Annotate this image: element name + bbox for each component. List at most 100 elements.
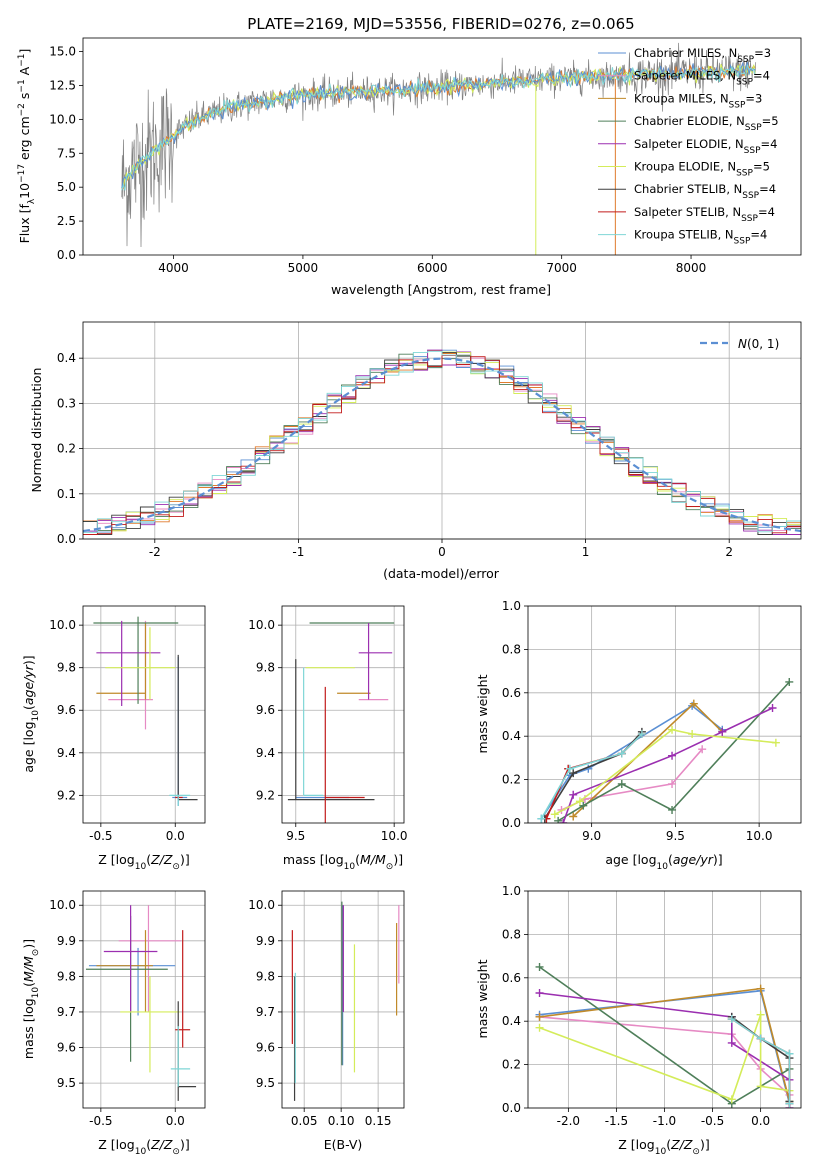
y-tick-label: 10.0 [49,618,76,632]
plot-area-weight_vs_age [537,677,794,823]
weight-marker-kroupa_elodie [550,810,559,819]
errorbar-kroupa_elodie [105,627,176,700]
spectrum-model-orange_model [121,63,756,189]
weight-marker-chabrier_elodie [535,962,544,971]
histogram-salpeter_stelib [83,354,801,535]
weight-marker-kroupa_elodie [668,725,677,734]
legend-label-kroupa_miles: Kroupa MILES, NSSP=3 [634,91,762,110]
weight-marker-salpeter_elodie [718,727,727,736]
x-tick-label: -0.5 [701,1114,724,1128]
spectrum-legend: Chabrier MILES, NSSP=3 Salpeter MILES, NS… [598,46,779,247]
y-tick-label: 0.0 [502,1101,521,1115]
histogram-kroupa_stelib [83,350,801,534]
y-tick-label: 9.5 [57,1076,76,1090]
y-tick-label: 0.2 [502,773,521,787]
ticks-mass_vs_Z: -0.5 0.0 9.5 9.6 9.7 9.8 9.9 10.0 [49,898,185,1128]
plot-area-weight_vs_Z [535,962,794,1108]
x-tick-label: -0.5 [89,829,112,843]
y-tick-label: 0.8 [502,927,521,941]
residual-legend: N(0, 1) [700,337,779,351]
legend-label-normal: N(0, 1) [738,337,779,351]
weight-marker-kroupa_elodie [727,1095,736,1104]
y-tick-label: 12.5 [49,78,76,92]
y-tick-label: 0.0 [57,532,76,546]
legend-label-chabrier_elodie: Chabrier ELODIE, NSSP=5 [634,114,779,133]
axes-frame-mass_vs_Z [82,890,206,1109]
x-tick-label: 4000 [158,261,189,275]
x-tick-label: 0.05 [291,1114,318,1128]
weight-marker-chabrier_stelib [569,769,578,778]
errorbar-salpeter_stelib [175,930,191,1048]
weight-marker-salpeter_elodie [727,1038,736,1047]
weight-marker-kroupa_stelib [565,764,574,773]
weight-marker-kroupa_miles [689,699,698,708]
weight-line-chabrier_elodie [557,681,790,822]
y-tick-label: 10.0 [49,112,76,126]
plot-area-mass_vs_EBV [291,901,400,1101]
x-axis-label: (data-model)/error [383,566,500,581]
plot-area-residuals [83,349,801,535]
axes-frame-residuals [82,321,802,540]
y-axis-label: mass weight [475,959,490,1038]
y-tick-label: 15.0 [49,45,76,59]
weight-marker-kroupa_stelib [785,1049,794,1058]
errorbar-salpeter_stelib [324,686,365,823]
weight-marker-kroupa_elodie [575,797,584,806]
x-axis-label: Z [log10(Z/Z⊙)] [98,1137,189,1157]
x-tick-label: -1.5 [605,1114,628,1128]
x-tick-label: 1 [582,545,590,559]
axes-frame-age_vs_mass [281,605,405,824]
y-tick-label: 0.0 [502,816,521,830]
plot-area-mass_vs_Z [85,905,197,1101]
y-axis-label: mass weight [475,674,490,753]
weight-marker-kroupa_miles [569,812,578,821]
weight-marker-kroupa_miles [535,1012,544,1021]
axes-age_vs_Z: -0.5 0.0 9.2 9.4 9.6 9.8 10.0 Z [log10(Z/Z⊙)] ag… [21,605,206,872]
y-tick-label: 2.5 [57,214,76,228]
errorbar-salpeter_elodie [358,623,393,700]
y-tick-label: 0.8 [502,642,521,656]
weight-marker-salpeter_elodie [569,790,578,799]
errorbar-chabrier_miles [88,947,176,1016]
axes-frame-age_vs_Z [82,605,206,824]
legend-label-salpeter_miles: Salpeter MILES, NSSP=4 [634,69,770,88]
spectrum-model-kroupa_stelib [121,64,756,191]
weight-marker-salpeter_miles [668,779,677,788]
y-tick-label: 0.2 [57,442,76,456]
y-tick-label: 9.8 [256,969,275,983]
y-tick-label: 1.0 [502,884,521,898]
axes-age_vs_mass: 9.5 10.0 9.2 9.4 9.6 9.8 10.0 mass [log10(M/M⊙)… [248,605,408,872]
weight-marker-chabrier_elodie [617,779,626,788]
weight-marker-chabrier_elodie [579,801,588,810]
y-tick-label: 9.8 [57,969,76,983]
plot-area-age_vs_Z [93,616,198,806]
weight-line-kroupa_stelib [540,733,643,820]
weight-marker-salpeter_elodie [668,751,677,760]
y-tick-label: 1.0 [502,599,521,613]
weight-marker-kroupa_stelib [617,749,626,758]
errorbar-chabrier_stelib [177,1001,197,1101]
y-tick-label: 9.6 [57,1041,76,1055]
x-tick-label: 0.10 [328,1114,355,1128]
grid-age_vs_mass [282,606,404,823]
errorbar-salpeter_miles [108,620,153,730]
y-tick-label: 9.7 [256,1005,275,1019]
weight-marker-salpeter_elodie [559,819,568,823]
weight-marker-chabrier_elodie [785,677,794,686]
legend-label-kroupa_elodie: Kroupa ELODIE, NSSP=5 [634,160,770,179]
y-tick-label: 9.2 [256,788,275,802]
errorbar-kroupa_stelib [169,794,191,806]
x-axis-label: wavelength [Angstrom, rest frame] [331,282,551,297]
axes-frame-weight_vs_age [527,605,802,824]
y-tick-label: 9.9 [57,934,76,948]
x-axis-label: Z [log10(Z/Z⊙)] [98,852,189,872]
y-tick-label: 0.6 [502,971,521,985]
ticks-spectrum: 4000 5000 6000 7000 8000 0.0 2.5 5.0 7.5 10.0 12.5… [49,45,706,275]
weight-marker-kroupa_stelib [785,1099,794,1108]
y-tick-label: 0.6 [502,686,521,700]
y-tick-label: 9.4 [256,746,275,760]
y-axis-label: Normed distribution [29,368,44,493]
legend-label-salpeter_elodie: Salpeter ELODIE, NSSP=4 [634,137,777,156]
axes-frame-mass_vs_EBV [281,890,405,1109]
